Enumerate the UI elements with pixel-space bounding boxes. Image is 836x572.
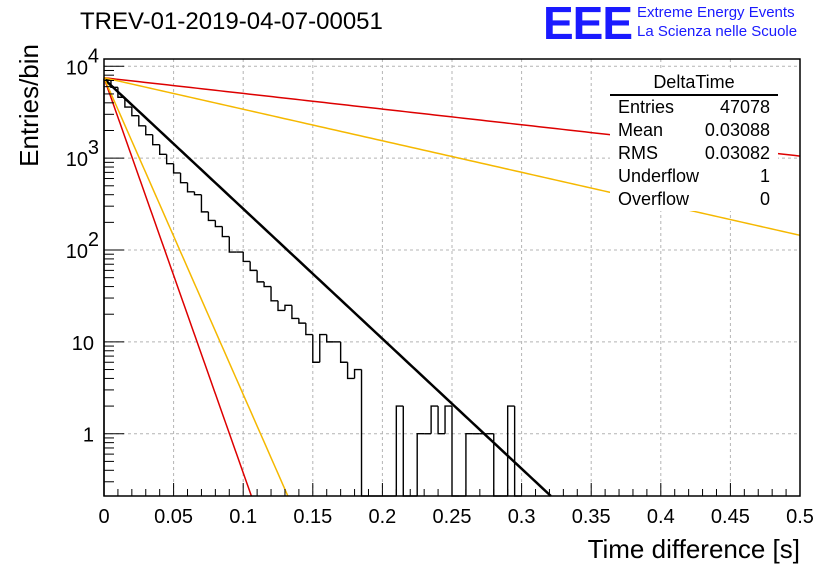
histogram-bin — [186, 182, 195, 193]
histogram-bin — [131, 107, 139, 117]
brand-line-2: La Scienza nelle Scuole — [637, 23, 798, 40]
stats-label: RMS — [618, 143, 658, 163]
fit-curve — [103, 77, 552, 497]
histogram-bin — [124, 97, 132, 108]
histogram-bin — [158, 144, 167, 156]
brand-line-1: Extreme Energy Events — [637, 4, 795, 21]
histogram-bin — [360, 369, 369, 497]
histogram-bin — [256, 270, 265, 283]
histogram-bin — [444, 405, 452, 434]
histogram-bin — [145, 125, 153, 136]
x-tick-label: 0 — [98, 506, 109, 528]
x-tick-label: 0.15 — [293, 506, 332, 528]
histogram-bin — [277, 300, 285, 312]
stats-title: DeltaTime — [610, 71, 778, 96]
histogram-bin — [312, 334, 320, 363]
histogram-bin — [214, 220, 223, 228]
histogram-bin — [402, 406, 411, 497]
histogram-bin — [152, 134, 160, 146]
stats-row-overflow: Overflow 0 — [610, 188, 778, 211]
stats-row-mean: Mean 0.03088 — [610, 119, 778, 142]
histogram-bin — [339, 341, 348, 363]
histogram-bin — [346, 362, 355, 380]
x-tick-label: 0.45 — [711, 506, 750, 528]
histogram-bin — [298, 318, 306, 324]
histogram-bin — [465, 433, 473, 496]
fit-curve — [103, 77, 289, 497]
y-tick-label: 10 — [66, 57, 88, 79]
y-tick-exponent: 3 — [88, 137, 99, 159]
tick-labels: 0 0.05 0.1 0.15 0.2 0.25 0.3 0.35 0.4 0.45 0.51101… — [66, 45, 814, 528]
histogram-bin — [228, 236, 237, 253]
stats-value: 0.03088 — [704, 120, 770, 140]
fit-curves — [103, 77, 801, 497]
y-tick-label: 10 — [72, 333, 94, 355]
x-tick-label: 0.4 — [647, 506, 675, 528]
histogram-bin — [319, 333, 327, 363]
stats-value: 1 — [759, 166, 770, 186]
histogram-bin — [284, 304, 292, 311]
histogram-bin — [249, 261, 258, 272]
histogram-bin — [305, 323, 313, 336]
histogram-bin — [138, 115, 146, 127]
histogram-bin — [165, 154, 174, 165]
stats-label: Entries — [618, 97, 675, 117]
y-tick-exponent: 2 — [88, 229, 99, 251]
y-tick-exponent: 4 — [88, 45, 99, 67]
histogram-bin — [221, 226, 230, 238]
stats-label: Mean — [618, 120, 664, 140]
x-tick-label: 0.5 — [786, 506, 814, 528]
histogram-bin — [326, 334, 334, 343]
histogram-bin — [110, 79, 118, 89]
histogram-bin — [506, 405, 515, 496]
histogram-bin — [437, 406, 446, 435]
histogram-bin — [270, 286, 278, 302]
y-tick-label: 10 — [66, 149, 88, 171]
stats-value: 0.03082 — [704, 143, 770, 163]
y-tick-label: 10 — [66, 241, 88, 263]
stats-row-underflow: Underflow 1 — [610, 165, 778, 188]
stats-label: Overflow — [618, 189, 690, 209]
histogram-bin — [263, 281, 272, 288]
histogram-bin — [395, 405, 404, 496]
histogram-bin — [179, 172, 188, 184]
histogram-bin — [291, 305, 299, 320]
histogram-bin — [513, 406, 522, 497]
y-tick-label: 1 — [83, 425, 94, 447]
histogram-bin — [200, 194, 209, 213]
fit-curve — [103, 77, 253, 497]
x-tick-label: 0.2 — [368, 506, 396, 528]
x-tick-label: 0.05 — [154, 506, 193, 528]
stats-label: Underflow — [618, 166, 700, 186]
histogram-bin — [172, 163, 181, 174]
stats-row-entries: Entries 47078 — [610, 96, 778, 119]
stats-value: 47078 — [719, 97, 770, 117]
stats-box: DeltaTime Entries 47078 Mean 0.03088 RMS… — [610, 71, 778, 211]
x-tick-label: 0.35 — [572, 506, 611, 528]
y-axis-label: Entries/bin — [14, 44, 44, 167]
eee-logo: EEE — [543, 0, 633, 49]
histogram-bin — [416, 433, 425, 496]
x-tick-label: 0.3 — [508, 506, 536, 528]
chart-title: TREV-01-2019-04-07-00051 — [80, 8, 383, 35]
axis-ticks — [103, 65, 801, 496]
histogram-bin — [353, 368, 362, 379]
histogram-bin — [193, 191, 202, 196]
stats-row-rms: RMS 0.03082 — [610, 142, 778, 165]
histogram-bin — [242, 252, 251, 263]
x-axis-label: Time difference [s] — [588, 534, 800, 564]
x-tick-label: 0.1 — [229, 506, 257, 528]
stats-value: 0 — [759, 189, 770, 209]
histogram-bin — [430, 405, 439, 434]
histogram-bin — [451, 406, 459, 497]
x-tick-label: 0.25 — [433, 506, 472, 528]
histogram-bin — [207, 211, 216, 222]
